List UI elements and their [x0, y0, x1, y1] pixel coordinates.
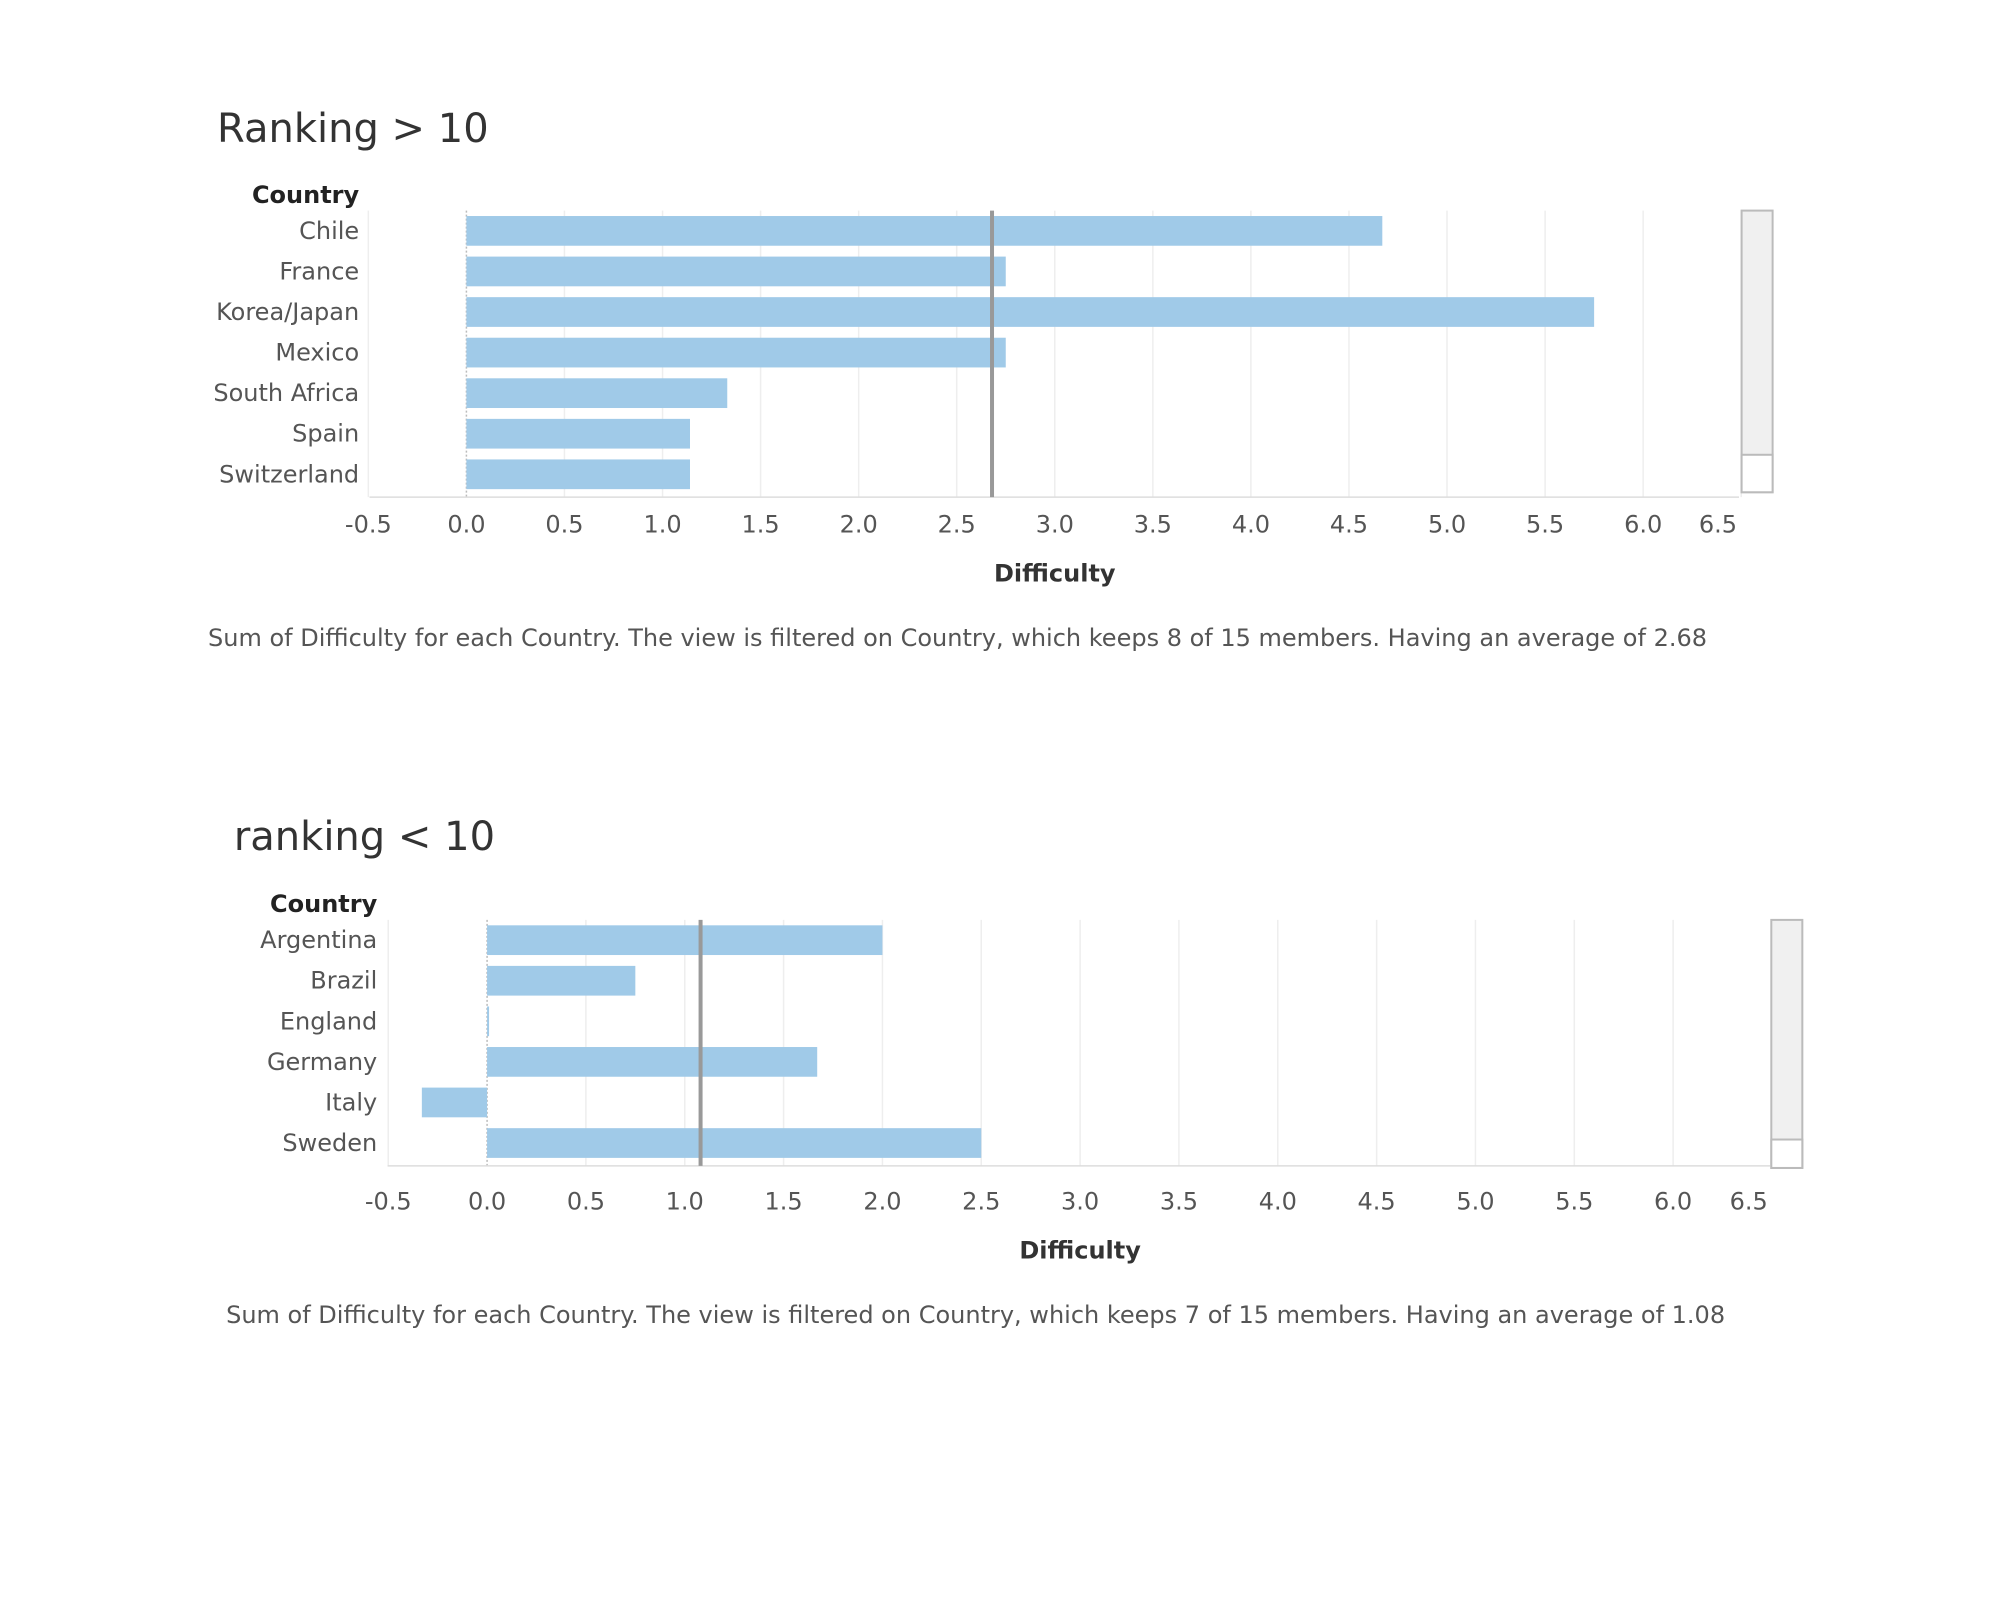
x-tick-label: 4.5 — [1330, 510, 1368, 538]
x-tick-label: 1.0 — [643, 510, 681, 538]
bar[interactable] — [466, 337, 1006, 368]
scrollbar-thumb[interactable] — [1740, 453, 1774, 494]
chart-title: Ranking > 10 — [217, 106, 489, 152]
x-tick-label: 6.5 — [1699, 510, 1737, 538]
bar[interactable] — [487, 1047, 818, 1077]
category-label: Germany — [267, 1048, 377, 1076]
x-tick-label: 3.0 — [1061, 1187, 1099, 1215]
x-tick-label: 5.5 — [1526, 510, 1564, 538]
x-tick-label: 4.0 — [1232, 510, 1270, 538]
x-tick-label: 6.0 — [1624, 510, 1662, 538]
x-tick-label: 3.0 — [1036, 510, 1074, 538]
bar[interactable] — [466, 459, 690, 490]
vertical-scrollbar[interactable] — [1770, 918, 1804, 1169]
x-tick-label: 6.0 — [1654, 1187, 1692, 1215]
x-tick-label: 3.5 — [1160, 1187, 1198, 1215]
bar[interactable] — [466, 378, 728, 409]
category-label: Sweden — [282, 1129, 377, 1157]
x-tick-label: 2.5 — [938, 510, 976, 538]
category-label: Spain — [292, 420, 359, 448]
x-tick-label: 1.0 — [666, 1187, 704, 1215]
row-header-country: Country — [270, 890, 378, 918]
scrollbar-thumb[interactable] — [1770, 1138, 1804, 1169]
category-label: Argentina — [260, 926, 377, 954]
category-label: Switzerland — [219, 460, 359, 488]
x-tick-label: 4.0 — [1259, 1187, 1297, 1215]
chart-caption: Sum of Difficulty for each Country. The … — [208, 624, 1707, 652]
x-tick-label: 4.5 — [1358, 1187, 1396, 1215]
x-tick-label: 0.5 — [567, 1187, 605, 1215]
bar[interactable] — [466, 216, 1383, 246]
chart-title: ranking < 10 — [234, 814, 495, 860]
x-tick-label: 5.5 — [1555, 1187, 1593, 1215]
bar[interactable] — [421, 1087, 488, 1118]
x-tick-label: 3.5 — [1134, 510, 1172, 538]
x-tick-label: -0.5 — [365, 1187, 412, 1215]
x-tick-label: 2.0 — [863, 1187, 901, 1215]
chart-caption: Sum of Difficulty for each Country. The … — [226, 1301, 1725, 1329]
x-tick-label: 6.5 — [1730, 1187, 1768, 1215]
bar[interactable] — [487, 1006, 490, 1037]
x-tick-label: 0.5 — [545, 510, 583, 538]
x-axis-title: Difficulty — [994, 559, 1116, 587]
bar[interactable] — [466, 418, 690, 449]
category-label: France — [279, 257, 359, 285]
category-label: Mexico — [275, 339, 359, 367]
x-tick-label: 5.0 — [1456, 1187, 1494, 1215]
bar[interactable] — [466, 297, 1595, 327]
x-tick-label: 0.0 — [447, 510, 485, 538]
x-tick-label: 0.0 — [468, 1187, 506, 1215]
bar[interactable] — [466, 256, 1006, 287]
category-label: Italy — [325, 1088, 377, 1116]
category-label: England — [280, 1007, 377, 1035]
bar[interactable] — [487, 1128, 982, 1158]
x-tick-label: 2.0 — [840, 510, 878, 538]
bar[interactable] — [487, 965, 636, 996]
x-tick-label: 1.5 — [765, 1187, 803, 1215]
bar[interactable] — [487, 925, 883, 956]
x-axis-title: Difficulty — [1019, 1236, 1141, 1264]
category-label: Chile — [299, 217, 359, 245]
vertical-scrollbar[interactable] — [1740, 209, 1774, 494]
category-label: Korea/Japan — [216, 298, 359, 326]
category-label: Brazil — [310, 967, 377, 995]
x-tick-label: 2.5 — [962, 1187, 1000, 1215]
row-header-country: Country — [252, 181, 360, 209]
x-tick-label: -0.5 — [345, 510, 392, 538]
category-label: South Africa — [213, 379, 359, 407]
x-tick-label: 5.0 — [1428, 510, 1466, 538]
x-tick-label: 1.5 — [742, 510, 780, 538]
